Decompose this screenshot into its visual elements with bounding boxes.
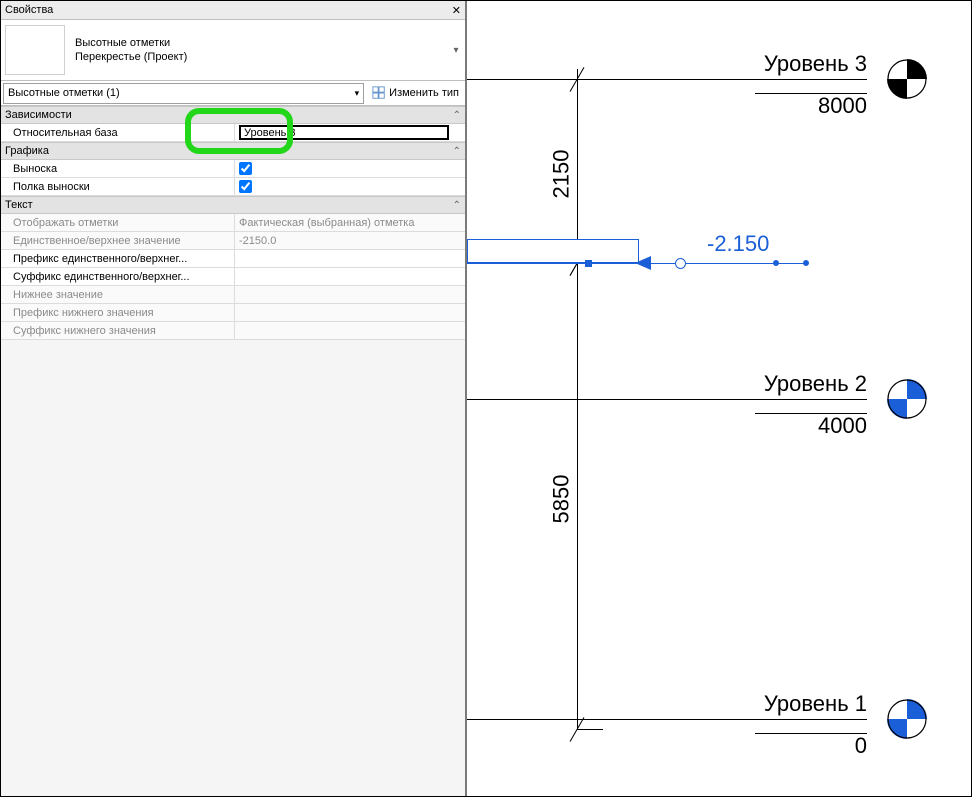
level-name[interactable]: Уровень 2: [764, 371, 867, 397]
section-dependencies[interactable]: Зависимости ⌃: [1, 106, 465, 124]
type-selector[interactable]: Высотные отметки Перекрестье (Проект) ▾: [1, 20, 465, 81]
prop-label: Префикс единственного/верхнег...: [1, 250, 235, 267]
witness-stub: [577, 79, 603, 80]
grip-icon[interactable]: [773, 260, 779, 266]
grip-icon[interactable]: [585, 260, 592, 267]
instance-filter-text: Высотные отметки (1): [8, 87, 120, 99]
relative-base-value: Уровень 3: [244, 127, 296, 139]
prop-row-suffix-lower: Суффикс нижнего значения: [1, 322, 465, 340]
prop-value: [235, 250, 465, 267]
prop-label: Суффикс единственного/верхнег...: [1, 268, 235, 285]
type-name: Высотные отметки Перекрестье (Проект): [69, 36, 447, 65]
dimension-text[interactable]: 2150: [548, 150, 574, 199]
leader-checkbox[interactable]: [239, 162, 252, 175]
panel-title: Свойства: [5, 4, 53, 16]
marker-value[interactable]: -2.150: [707, 231, 769, 257]
section-text[interactable]: Текст ⌃: [1, 196, 465, 214]
prop-value: Фактическая (выбранная) отметка: [235, 214, 465, 231]
prop-value: [235, 286, 465, 303]
edit-type-icon: [372, 86, 386, 100]
level-elevation[interactable]: 0: [855, 733, 867, 759]
grip-icon[interactable]: [803, 260, 809, 266]
prop-row-leader: Выноска: [1, 160, 465, 178]
chevron-down-icon[interactable]: ▾: [447, 45, 465, 56]
instance-filter-row: Высотные отметки (1) ▾ Изменить тип: [1, 81, 465, 106]
prop-row-shoulder: Полка выноски: [1, 178, 465, 196]
prop-value: [235, 160, 465, 177]
level-line: [467, 399, 867, 400]
extension-line: [577, 69, 578, 729]
edit-type-button[interactable]: Изменить тип: [366, 86, 465, 100]
level-symbol[interactable]: [887, 59, 927, 99]
prop-row-lower: Нижнее значение: [1, 286, 465, 304]
marker-arrow-icon: [635, 256, 651, 270]
dimension-text[interactable]: 5850: [548, 475, 574, 524]
section-label: Текст: [5, 199, 33, 211]
prop-row-relative-base: Относительная база Уровень 3: [1, 124, 465, 142]
witness-stub: [577, 729, 603, 730]
type-thumbnail: [5, 25, 65, 75]
level-underline: [755, 733, 867, 734]
grip-icon[interactable]: [675, 258, 686, 269]
collapse-icon: ⌃: [453, 110, 461, 121]
level-line: [467, 79, 867, 80]
level-elevation[interactable]: 4000: [818, 413, 867, 439]
prop-value: -2150.0: [235, 232, 465, 249]
prop-label: Нижнее значение: [1, 286, 235, 303]
prop-row-display: Отображать отметки Фактическая (выбранна…: [1, 214, 465, 232]
level-symbol[interactable]: [887, 699, 927, 739]
prop-value: Уровень 3: [235, 124, 465, 141]
prop-label: Относительная база: [1, 124, 235, 141]
shoulder-checkbox[interactable]: [239, 180, 252, 193]
marker-leader-box[interactable]: [467, 239, 639, 263]
level-name[interactable]: Уровень 1: [764, 691, 867, 717]
prop-label: Суффикс нижнего значения: [1, 322, 235, 339]
level-symbol[interactable]: [887, 379, 927, 419]
close-icon[interactable]: ✕: [452, 4, 461, 17]
prop-row-single-value: Единственное/верхнее значение -2150.0: [1, 232, 465, 250]
prop-label: Выноска: [1, 160, 235, 177]
level-name[interactable]: Уровень 3: [764, 51, 867, 77]
relative-base-combo[interactable]: Уровень 3: [239, 125, 449, 140]
prop-row-prefix-upper[interactable]: Префикс единственного/верхнег...: [1, 250, 465, 268]
prop-row-prefix-lower: Префикс нижнего значения: [1, 304, 465, 322]
level-line: [467, 719, 867, 720]
instance-filter-combo[interactable]: Высотные отметки (1) ▾: [3, 83, 364, 104]
edit-type-label: Изменить тип: [389, 87, 459, 99]
type-family: Высотные отметки: [75, 36, 447, 50]
prop-label: Полка выноски: [1, 178, 235, 195]
prop-row-suffix-upper[interactable]: Суффикс единственного/верхнег...: [1, 268, 465, 286]
collapse-icon: ⌃: [453, 146, 461, 157]
type-type: Перекрестье (Проект): [75, 50, 447, 64]
prop-label: Префикс нижнего значения: [1, 304, 235, 321]
prop-value: [235, 178, 465, 195]
properties-panel: Свойства ✕ Высотные отметки Перекрестье …: [1, 1, 467, 796]
section-graphics[interactable]: Графика ⌃: [1, 142, 465, 160]
prop-label: Отображать отметки: [1, 214, 235, 231]
chevron-down-icon: ▾: [355, 88, 360, 99]
prop-value: [235, 304, 465, 321]
section-label: Зависимости: [5, 109, 72, 121]
prop-value: [235, 322, 465, 339]
panel-titlebar: Свойства ✕: [1, 1, 465, 20]
section-label: Графика: [5, 145, 49, 157]
collapse-icon: ⌃: [453, 200, 461, 211]
prop-label: Единственное/верхнее значение: [1, 232, 235, 249]
level-elevation[interactable]: 8000: [818, 93, 867, 119]
prop-value: [235, 268, 465, 285]
drawing-canvas[interactable]: Уровень 3 8000 Уровень 2 4000 Уровень 1 0 2150…: [467, 1, 971, 796]
